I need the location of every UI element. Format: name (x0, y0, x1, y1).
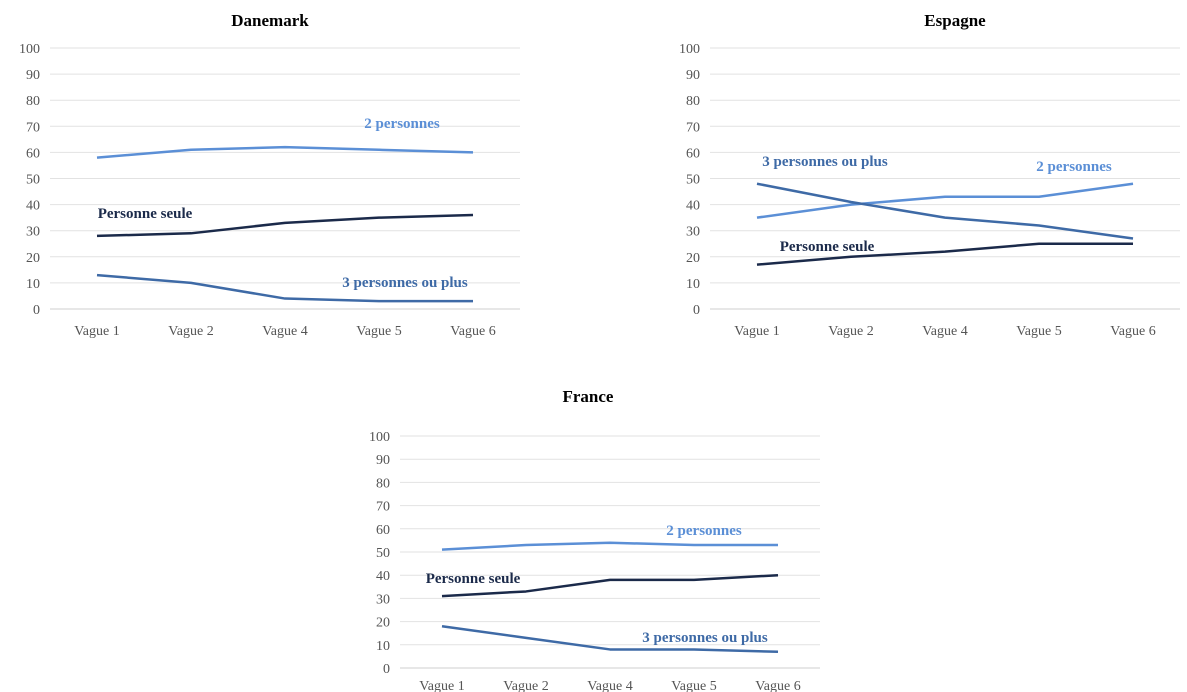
y-tick-label: 30 (686, 225, 700, 240)
chart-espagne: Espagne 0 10 20 30 40 50 60 70 80 90 100 Vague 1 Vagu… (670, 0, 1187, 350)
x-tick-label: Vague 2 (503, 679, 549, 692)
y-tick-label: 30 (376, 592, 390, 607)
x-tick-label: Vague 2 (168, 324, 214, 339)
chart-danemark: Danemark 0 10 20 30 40 50 60 70 80 90 100 Vague 1 Vag… (0, 0, 540, 350)
series-label-two-persons: 2 personnes (364, 116, 440, 132)
x-tick-label: Vague 1 (419, 679, 465, 692)
y-tick-label: 0 (693, 303, 700, 318)
chart-title: France (563, 387, 614, 406)
x-tick-label: Vague 6 (755, 679, 801, 692)
chart-espagne-svg: Espagne 0 10 20 30 40 50 60 70 80 90 100 Vague 1 Vagu… (670, 0, 1187, 350)
x-tick-label: Vague 2 (828, 324, 874, 339)
y-tick-label: 70 (376, 500, 390, 515)
chart-title: Espagne (924, 11, 986, 30)
series-label-single-person: Personne seule (426, 571, 521, 587)
y-tick-label: 90 (376, 453, 390, 468)
y-tick-label: 0 (33, 303, 40, 318)
series-line-two-persons (442, 543, 778, 550)
y-tick-label: 50 (686, 173, 700, 188)
y-tick-label: 30 (26, 225, 40, 240)
y-tick-label: 50 (26, 173, 40, 188)
x-tick-label: Vague 6 (450, 324, 496, 339)
y-tick-label: 70 (686, 120, 700, 135)
x-tick-label: Vague 5 (671, 679, 717, 692)
series-label-three-plus: 3 personnes ou plus (762, 154, 888, 170)
y-tick-label: 90 (686, 68, 700, 83)
y-tick-label: 100 (369, 430, 390, 445)
y-tick-label: 40 (26, 199, 40, 214)
series-label-single-person: Personne seule (780, 239, 875, 255)
y-tick-label: 40 (376, 569, 390, 584)
series-line-two-persons (757, 184, 1133, 218)
x-tick-label: Vague 4 (262, 324, 308, 339)
y-tick-label: 50 (376, 546, 390, 561)
y-tick-label: 10 (376, 639, 390, 654)
y-tick-label: 60 (376, 523, 390, 538)
y-tick-label: 40 (686, 199, 700, 214)
x-tick-label: Vague 6 (1110, 324, 1156, 339)
y-tick-label: 70 (26, 120, 40, 135)
series-label-single-person: Personne seule (98, 206, 193, 222)
y-tick-label: 90 (26, 68, 40, 83)
series-label-two-persons: 2 personnes (1036, 159, 1112, 175)
x-tick-label: Vague 1 (74, 324, 120, 339)
y-tick-label: 100 (19, 42, 40, 57)
series-label-three-plus: 3 personnes ou plus (642, 630, 768, 646)
chart-france-svg: France 0 10 20 30 40 50 60 70 80 90 100 Vague 1 Vague… (330, 380, 850, 692)
x-tick-label: Vague 4 (922, 324, 968, 339)
y-tick-label: 20 (686, 251, 700, 266)
x-tick-label: Vague 1 (734, 324, 780, 339)
y-tick-label: 20 (26, 251, 40, 266)
series-label-three-plus: 3 personnes ou plus (342, 275, 468, 291)
y-tick-label: 100 (679, 42, 700, 57)
y-tick-label: 20 (376, 616, 390, 631)
chart-title: Danemark (231, 11, 309, 30)
x-tick-label: Vague 5 (1016, 324, 1062, 339)
y-tick-label: 0 (383, 662, 390, 677)
x-tick-label: Vague 4 (587, 679, 633, 692)
y-tick-label: 80 (686, 94, 700, 109)
x-tick-label: Vague 5 (356, 324, 402, 339)
series-label-two-persons: 2 personnes (666, 523, 742, 539)
y-tick-label: 80 (26, 94, 40, 109)
y-tick-label: 60 (26, 146, 40, 161)
y-tick-label: 80 (376, 476, 390, 491)
y-tick-label: 10 (26, 277, 40, 292)
y-tick-label: 10 (686, 277, 700, 292)
chart-danemark-svg: Danemark 0 10 20 30 40 50 60 70 80 90 100 Vague 1 Vag… (0, 0, 540, 350)
chart-france: France 0 10 20 30 40 50 60 70 80 90 100 Vague 1 Vague… (330, 380, 850, 692)
y-tick-label: 60 (686, 146, 700, 161)
